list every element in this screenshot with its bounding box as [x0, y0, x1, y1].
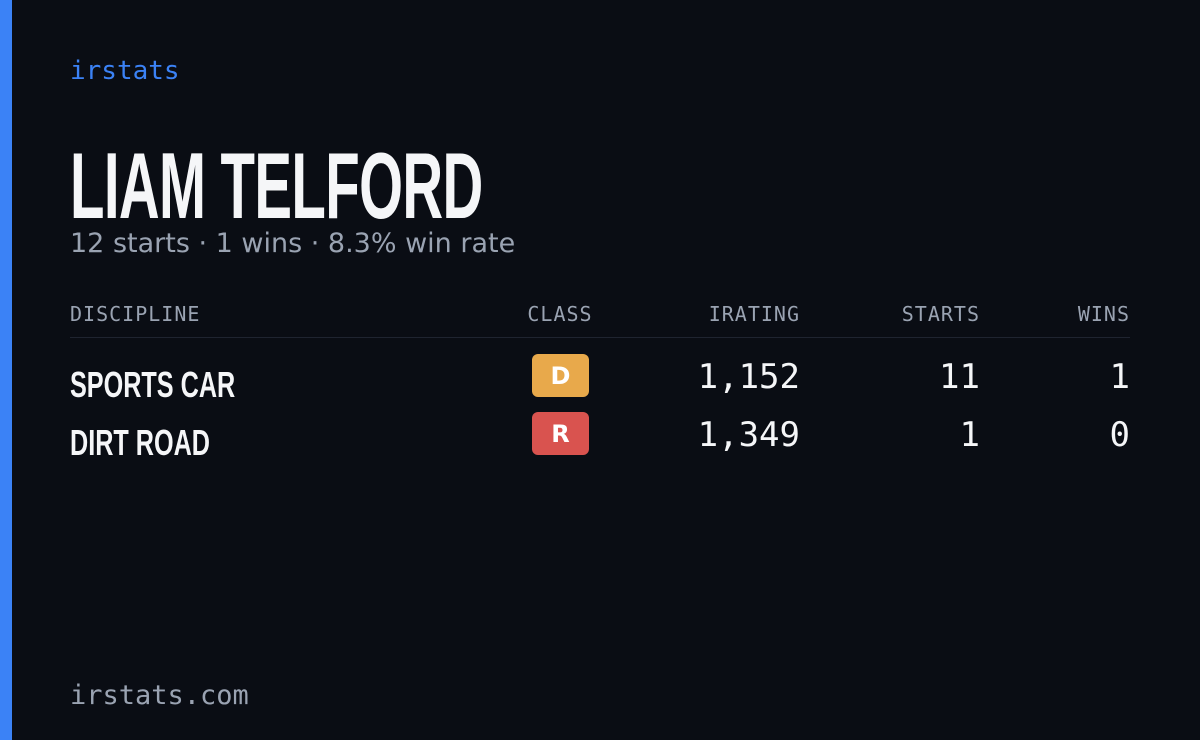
starts: 1 — [959, 415, 980, 455]
wins: 0 — [1109, 415, 1130, 455]
class-badge: D — [532, 354, 589, 397]
starts: 11 — [939, 357, 980, 397]
class-badge: R — [532, 412, 589, 455]
column-header: STARTS — [901, 302, 980, 326]
summary: 12 starts · 1 wins · 8.3% win rate — [70, 228, 516, 259]
column-header: IRATING — [708, 302, 800, 326]
discipline: SPORTS CAR — [70, 364, 236, 405]
column-header: WINS — [1077, 302, 1130, 326]
irating: 1,349 — [697, 415, 800, 455]
column-header: DISCIPLINE — [70, 302, 201, 326]
wins: 1 — [1109, 357, 1130, 397]
accent-bar — [0, 0, 12, 740]
irating: 1,152 — [697, 357, 800, 397]
header-rule — [70, 337, 1130, 338]
driver-name: LIAM TELFORD — [70, 133, 483, 238]
brand: irstats — [70, 56, 180, 86]
discipline: DIRT ROAD — [70, 422, 210, 463]
column-header: CLASS — [527, 302, 593, 326]
footer-url: irstats.com — [70, 680, 249, 711]
